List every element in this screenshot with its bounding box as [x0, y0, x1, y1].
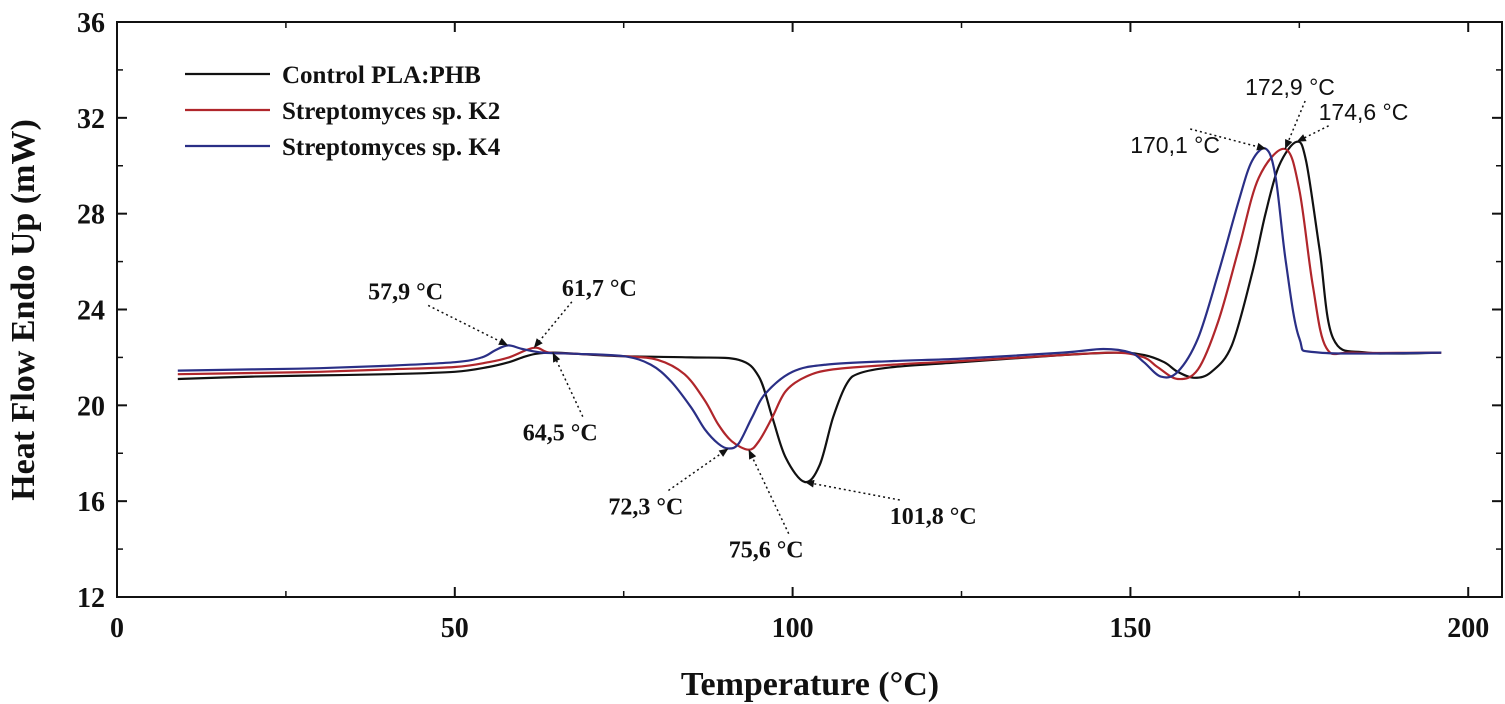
- legend-label: Control PLA:PHB: [282, 62, 481, 89]
- annotation-arrowhead: [718, 448, 729, 457]
- annotation-leader: [552, 352, 584, 417]
- y-tick-label: 32: [77, 104, 105, 135]
- annotation-arrowhead: [498, 337, 509, 346]
- axis-ticks: [116, 21, 1502, 598]
- annotation-label: 170,1 °C: [1130, 132, 1220, 158]
- x-tick-label: 200: [1447, 613, 1489, 644]
- chart-series: [177, 140, 1442, 484]
- x-tick-label: 100: [772, 613, 814, 644]
- annotation-label: 64,5 °C: [523, 421, 598, 447]
- annotation-leader: [748, 449, 790, 534]
- annotation-leader: [1296, 125, 1329, 143]
- annotation-arrowhead: [552, 352, 561, 363]
- x-axis-title: Temperature (°C): [681, 666, 939, 703]
- annotation-leader: [667, 447, 729, 492]
- annotation-arrowhead: [533, 338, 543, 348]
- annotation-arrowhead: [1256, 142, 1267, 151]
- legend: Control PLA:PHB Streptomyces sp. K2 Strept…: [185, 62, 501, 161]
- peak-annotations: 57,9 °C 61,7 °C 64,5 °C 72,3 °C 75,6 °C 101,8…: [368, 74, 1408, 564]
- x-tick-label: 50: [441, 613, 469, 644]
- annotation-label: 72,3 °C: [608, 494, 683, 520]
- legend-label: Streptomyces sp. K4: [282, 134, 501, 161]
- annotation-leader: [1284, 100, 1306, 150]
- x-tick-label: 150: [1109, 613, 1151, 644]
- annotation-label: 57,9 °C: [368, 279, 443, 305]
- series-line-control-pla-phb: [177, 140, 1442, 484]
- annotation-leader: [804, 481, 900, 501]
- y-tick-label: 36: [77, 8, 105, 39]
- axis-tick-labels: 0 50 100 150 200 12 16 20 24 28 32 36: [77, 8, 1489, 644]
- y-tick-label: 16: [77, 487, 105, 518]
- annotation-arrowhead: [1296, 134, 1307, 142]
- annotation-label: 61,7 °C: [562, 276, 637, 302]
- series-line-streptomyces-k4: [177, 147, 1442, 450]
- y-axis-title: Heat Flow Endo Up (mW): [5, 119, 42, 501]
- series-line-streptomyces-k2: [177, 147, 1442, 451]
- annotation-label: 174,6 °C: [1319, 99, 1409, 125]
- y-tick-label: 28: [77, 200, 105, 231]
- annotation-label: 101,8 °C: [890, 504, 977, 530]
- x-tick-label: 0: [110, 613, 124, 644]
- legend-label: Streptomyces sp. K2: [282, 98, 500, 125]
- y-tick-label: 24: [77, 296, 105, 327]
- y-tick-label: 20: [77, 391, 105, 422]
- annotation-label: 172,9 °C: [1245, 74, 1335, 100]
- annotation-arrowhead: [1285, 138, 1293, 149]
- annotation-label: 75,6 °C: [729, 538, 804, 564]
- annotation-leader: [427, 304, 509, 347]
- annotation-leader: [1190, 128, 1267, 150]
- y-tick-label: 12: [77, 583, 105, 614]
- annotation-arrowhead: [748, 449, 757, 460]
- annotation-arrowhead: [804, 479, 815, 488]
